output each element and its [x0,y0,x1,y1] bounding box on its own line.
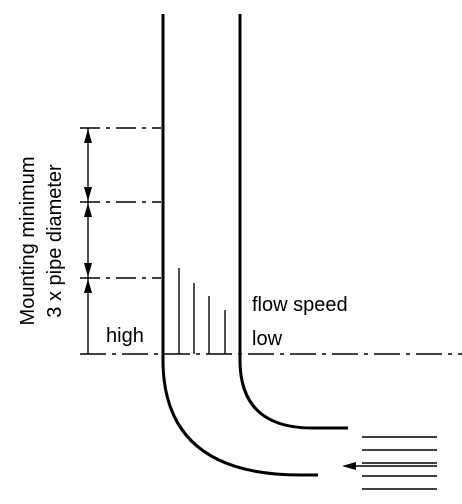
mounting-label-line1: Mounting minimum [17,157,39,326]
pipe-inner-wall [238,14,348,430]
label-high: high [106,325,144,347]
label-low: low [252,328,283,350]
flow-direction-arrow [342,462,356,470]
dimension-arrows [84,129,92,293]
arrow-down-bottom [84,263,92,277]
mounting-label-line2: 3 x pipe diameter [44,164,66,318]
pipe-outer-wall [161,14,318,477]
arrow-up-middle [84,203,92,217]
dimension-lines [80,127,161,354]
inlet-flow-lines [355,436,437,490]
arrow-down-middle [84,187,92,201]
label-flow-speed: flow speed [252,294,348,316]
velocity-profile [178,268,226,354]
arrow-up-bottom [84,279,92,293]
arrow-up-top [84,129,92,143]
pipe-walls [161,14,348,477]
